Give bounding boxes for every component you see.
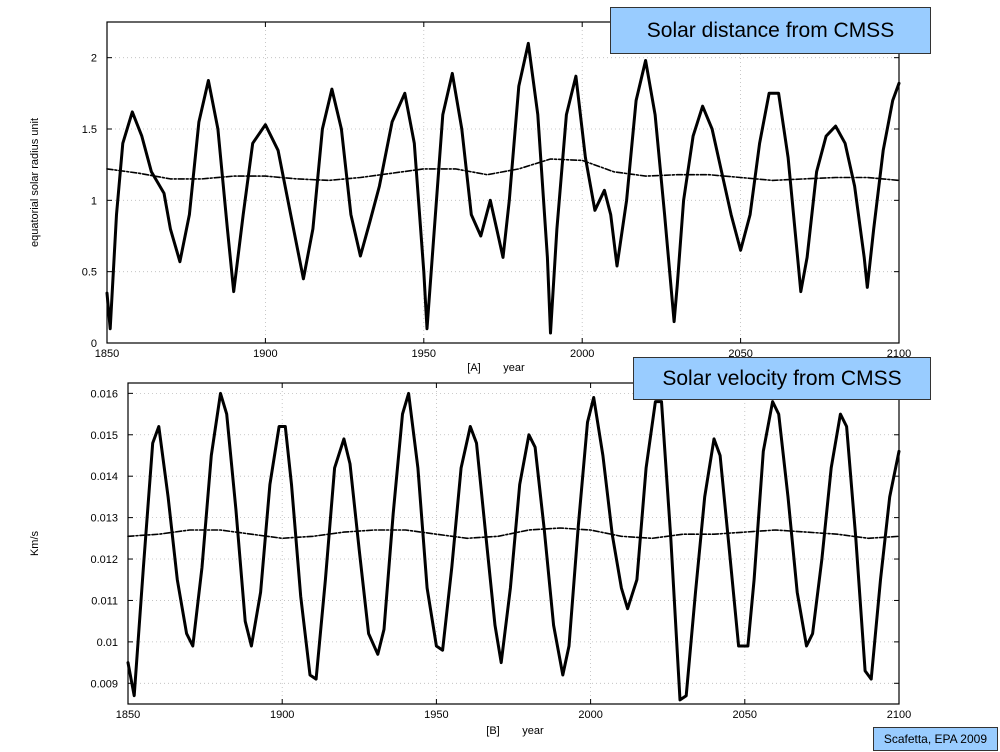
chart-a-x-tick-label: 1950 [412, 348, 436, 360]
chart-b-x-tick-label: 2100 [887, 709, 911, 721]
chart-b-series-mean-line [127, 527, 900, 540]
chart-a-series-main-line [105, 41, 901, 335]
chart-a-frame [106, 21, 900, 344]
chart-b-y-tick-label: 0.016 [90, 388, 118, 400]
chart-b-frame [127, 382, 900, 705]
chart-a-x-tick-label: 2000 [570, 348, 594, 360]
chart-a-x-tick-label: 1850 [95, 348, 119, 360]
credit-label: Scafetta, EPA 2009 [872, 727, 998, 751]
chart-a-x-tick-label: 1900 [253, 348, 277, 360]
chart-b-title: Solar velocity from CMSS [633, 357, 931, 400]
chart-b-y-tick-label: 0.011 [91, 595, 118, 607]
chart-b-y-tick-label: 0.015 [90, 430, 118, 442]
chart-a-y-tick-label: 1 [91, 195, 97, 207]
chart-b-y-tick-label: 0.014 [90, 471, 118, 483]
chart-b-x-tick-label: 1950 [424, 709, 448, 721]
chart-b-y-tick-label: 0.012 [90, 554, 118, 566]
chart-b-panel-label: [B] [486, 725, 499, 737]
chart-b-y-tick-label: 0.013 [90, 513, 118, 525]
chart-b-x-axis-label: year [522, 725, 544, 737]
chart-a-series-mean-line [106, 158, 900, 182]
chart-b-plot: 1850 1900 1950 2000 2050 2100 0.009 0.01 0.011 0.… [29, 382, 911, 737]
chart-a-panel-label: [A] [467, 362, 480, 374]
chart-b-x-tick-label: 2000 [578, 709, 602, 721]
chart-b-series-main-line [126, 391, 901, 702]
chart-a-y-tick-label: 2 [91, 53, 97, 65]
chart-b-x-tick-label: 2050 [733, 709, 757, 721]
chart-a-y-tick-label: 0.5 [82, 267, 97, 279]
chart-b-x-tick-label: 1900 [270, 709, 294, 721]
chart-a-y-tick-label: 1.5 [82, 124, 97, 136]
chart-b-y-axis-label: Km/s [29, 530, 41, 556]
chart-a-y-tick-label: 0 [91, 338, 97, 350]
chart-b-y-tick-label: 0.01 [97, 637, 118, 649]
chart-a-title: Solar distance from CMSS [610, 7, 931, 54]
chart-a-y-axis-label: equatorial solar radius unit [29, 118, 41, 247]
chart-a-x-axis-label: year [503, 362, 525, 374]
chart-b-x-tick-label: 1850 [116, 709, 140, 721]
chart-b-y-tick-label: 0.009 [90, 678, 118, 690]
